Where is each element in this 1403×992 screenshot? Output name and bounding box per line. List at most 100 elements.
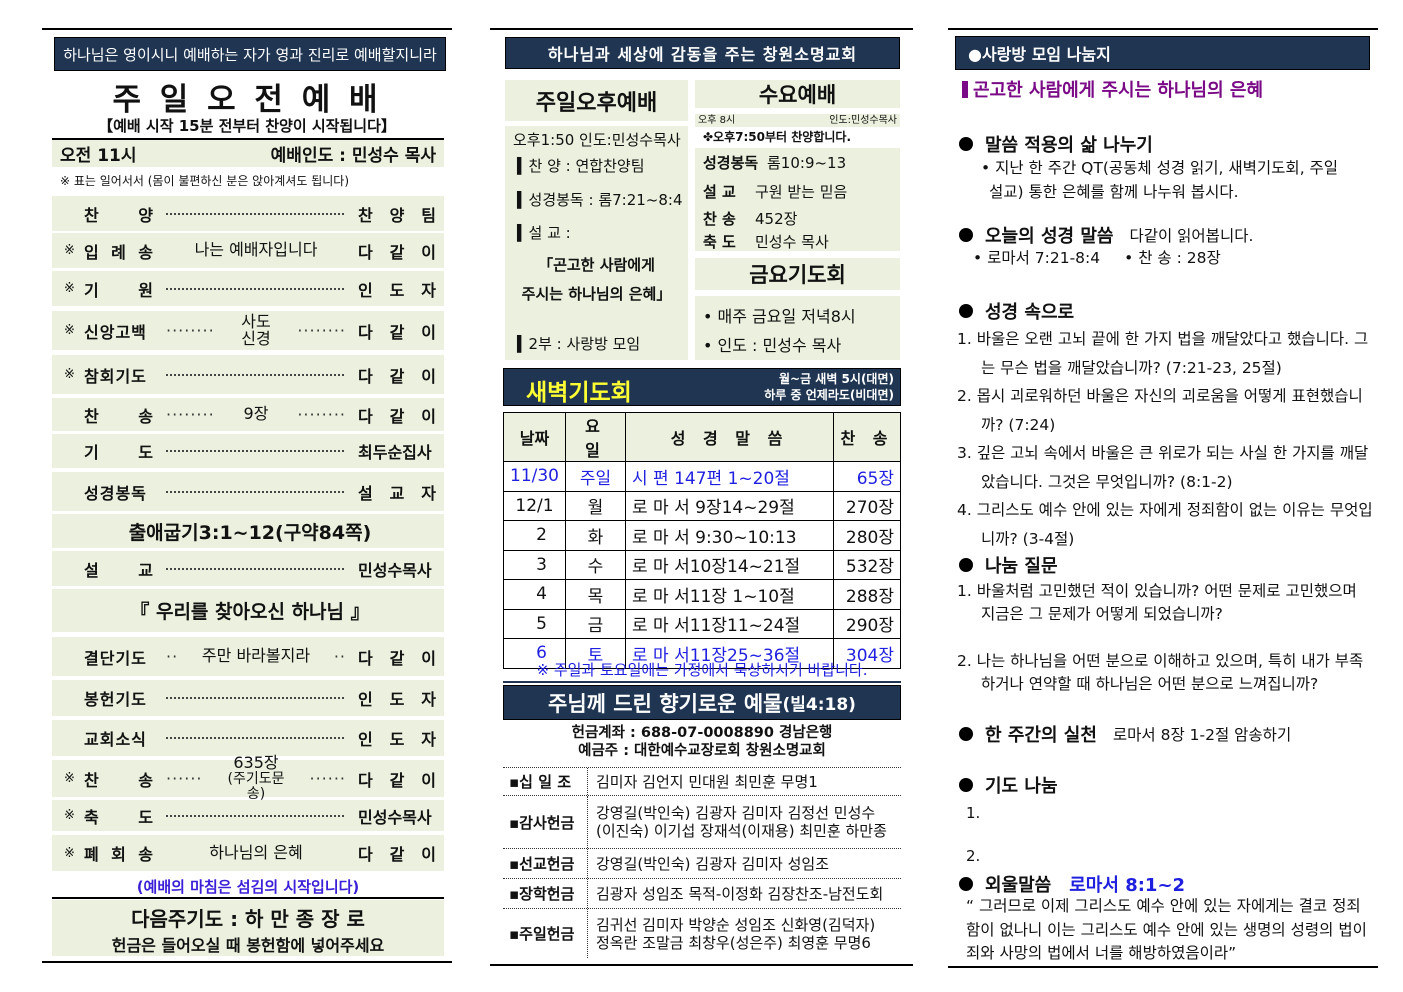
order-item: 봉헌기도 인 도 자 (52, 680, 444, 716)
cell-day: 수 (565, 549, 626, 580)
offering-names: 김미자 김언지 민대원 최민훈 무명1 (588, 768, 901, 795)
cell-date: 2 (503, 520, 566, 551)
order-item-detail-text: 사도신경 (241, 311, 271, 348)
cell-verse: 로 마 서 9:30~10:13 (625, 520, 834, 551)
order-item-person: 인 도 자 (358, 730, 436, 749)
order-item-detail: 주만 바라볼지라 (190, 646, 322, 666)
sunday-pm-panel: 오후1:50 인도:민성수목사 ▍찬 양 : 연합찬양팀 ▍성경봉독 : 롬7:… (505, 126, 688, 360)
order-item: ※ 신앙고백 ········ 사도신경 ········ 다 같 이 (52, 311, 444, 350)
divider (503, 681, 901, 683)
order-item-person: 다 같 이 (358, 366, 436, 386)
wed-label: 찬 송 (703, 210, 736, 228)
sunday-pm-time: 오후1:50 인도:민성수목사 (513, 131, 681, 149)
section-sharing: 나눔 질문 (955, 552, 1375, 578)
practice-text: 로마서 8장 1-2절 암송하기 (1112, 726, 1292, 744)
order-item-detail: 사도신경 (227, 311, 286, 348)
offering-title: 주님께 드린 향기로운 예물 (548, 691, 783, 716)
offering-names-line: 강영길(박인숙) 김광자 김미자 김정선 민성수 (596, 804, 876, 822)
church-name: 하나님과 세상에 감동을 주는 창원소명교회 (547, 45, 858, 64)
service-info-bar: 오전 11시 예배인도 : 민성수 목사 (52, 140, 444, 167)
bible-verse: • 로마서 7:21-8:4 (973, 249, 1101, 267)
order-item-person: 민성수목사 (358, 807, 432, 827)
order-item-detail: 9장 (227, 405, 286, 423)
order-item-label: 찬 양 (84, 205, 154, 225)
bullet-icon (959, 877, 973, 891)
section-title: 기도 나눔 (985, 776, 1058, 797)
section-practice: 한 주간의 실천 로마서 8장 1-2절 암송하기 (955, 721, 1375, 747)
offering-note: 헌금은 들어오실 때 봉헌함에 넣어주세요 (111, 936, 385, 955)
prayer-item: 1. (966, 804, 981, 822)
bullet-icon (959, 137, 973, 151)
standing-mark: ※ (64, 281, 75, 296)
offering-row: ▪십 일 조 김미자 김언지 민대원 최민훈 무명1 (503, 767, 901, 795)
bullet-icon (959, 228, 973, 242)
wed-value: 민성수 목사 (755, 233, 829, 251)
divider (52, 897, 444, 899)
cell-day: 금 (565, 608, 626, 639)
section-note: 다같이 읽어봅니다. (1129, 227, 1254, 245)
order-item-person: 인 도 자 (358, 280, 436, 300)
order-item: 『 우리를 찾아오신 하나님 』 (52, 589, 444, 632)
cell-date: 11/30 (503, 461, 566, 492)
offering-row: ▪선교헌금 강영길(박인숙) 김광자 김미자 성임조 (503, 848, 901, 878)
banner-text: 하나님은 영이시니 예배하는 자가 영과 진리로 예배할지니라 (63, 45, 437, 64)
order-item-detail: 하나님의 은혜 (209, 842, 303, 862)
dotted-leader (166, 450, 344, 452)
section-title: 나눔 질문 (985, 556, 1058, 577)
dawn-info-1: 월~금 새벽 5시(대면) (778, 372, 894, 386)
order-item-label: 입 례 송 (84, 242, 154, 262)
order-item: 설 교 민성수목사 (52, 551, 444, 586)
col-verse: 성 경 말 씀 (625, 412, 834, 462)
dawn-schedule-table: 날짜 요 일 성 경 말 씀 찬 송 11/30 주일 시 편 147편 1~20절… (503, 412, 901, 669)
order-item-detail: 나는 예배자입니다 (194, 240, 318, 260)
section-title: 외울말씀 (985, 875, 1052, 896)
account-info: 헌금계좌 : 688-07-0008890 경남은행 예금주 : 대한예수교장로… (503, 724, 901, 760)
order-item: 찬 송 ········ 9장 ········ 다 같 이 (52, 398, 444, 431)
theme-heading: 곤고한 사람에게 주시는 하나님의 은혜 (962, 76, 1263, 102)
friday-leader: • 인도 : 민성수 목사 (703, 336, 842, 355)
section-title: 한 주간의 실천 (985, 725, 1097, 746)
bullet-icon (959, 304, 973, 318)
dotted-leader: ·· (166, 647, 179, 666)
cell-verse: 로 마 서11장 1~10절 (625, 579, 834, 610)
cell-verse: 로 마 서10장14~21절 (625, 549, 834, 580)
section-title: 오늘의 성경 말씀 (985, 226, 1114, 247)
order-item: 교회소식 인 도 자 (52, 720, 444, 756)
dotted-leader: ········ (166, 405, 215, 424)
standing-mark: ※ (64, 808, 75, 823)
order-item-detail-text: 주만 바라볼지라 (201, 646, 311, 666)
sharing-item: 2. 나는 하나님을 어떤 분으로 이해하고 있으며, 특히 내가 부족하거나 … (957, 652, 1364, 693)
section-apply: 말씀 적용의 삶 나누기 (955, 131, 1375, 157)
cell-date: 6 (503, 638, 566, 669)
offering-names-line: 정옥란 조말금 최창우(성은주) 최영훈 무명6 (596, 933, 871, 952)
col-date: 날짜 (503, 412, 566, 462)
order-item-label: 기 도 (84, 443, 154, 462)
cell-verse: 시 편 147편 1~20절 (625, 461, 834, 492)
sharing-item: 1. 바울처럼 고민했던 적이 있습니까? 어떤 문제로 고민했으며 지금은 그… (957, 582, 1357, 623)
cell-hymn: 532장 (833, 549, 901, 580)
dawn-note: ※ 주일과 토요일에는 가정에서 묵상하시기 바랍니다. (536, 661, 868, 679)
order-item-person: 다 같 이 (358, 322, 436, 342)
section-prayer: 기도 나눔 (955, 772, 1375, 798)
offering-row: ▪감사헌금 강영길(박인숙) 김광자 김미자 김정선 민성수 (이진숙) 이기섭 장… (503, 795, 901, 848)
small-group-banner: ●사랑방 모임 나눔지 (955, 36, 1370, 70)
section-memory-verse: 외울말씀 로마서 8:1~2 (955, 871, 1375, 897)
wednesday-title: 수요예배 (695, 80, 900, 108)
table-header-row: 날짜 요 일 성 경 말 씀 찬 송 (503, 412, 901, 462)
order-item: 출애굽기3:1~12(구약84쪽) (52, 514, 444, 548)
closing-message: (예배의 마침은 섬김의 시작입니다) (136, 878, 360, 896)
church-banner: 하나님과 세상에 감동을 주는 창원소명교회 (505, 37, 900, 69)
order-item-label: 설 교 (84, 560, 154, 580)
col-hymn: 찬 송 (833, 412, 901, 462)
offering-title-ref: (빌4:18) (782, 695, 856, 715)
dawn-info-2: 하루 중 언제라도(비대면) (764, 388, 894, 402)
order-item-person: 인 도 자 (358, 690, 436, 709)
cell-day: 화 (565, 520, 626, 551)
theme-bar-icon (962, 80, 968, 98)
wednesday-leader: 인도:민성수목사 (829, 115, 897, 126)
order-item-label: 성경봉독 (84, 483, 147, 503)
order-item-detail: 635장 (주기도문송) (215, 755, 298, 802)
order-item-detail-sub: (주기도문송) (227, 771, 285, 802)
